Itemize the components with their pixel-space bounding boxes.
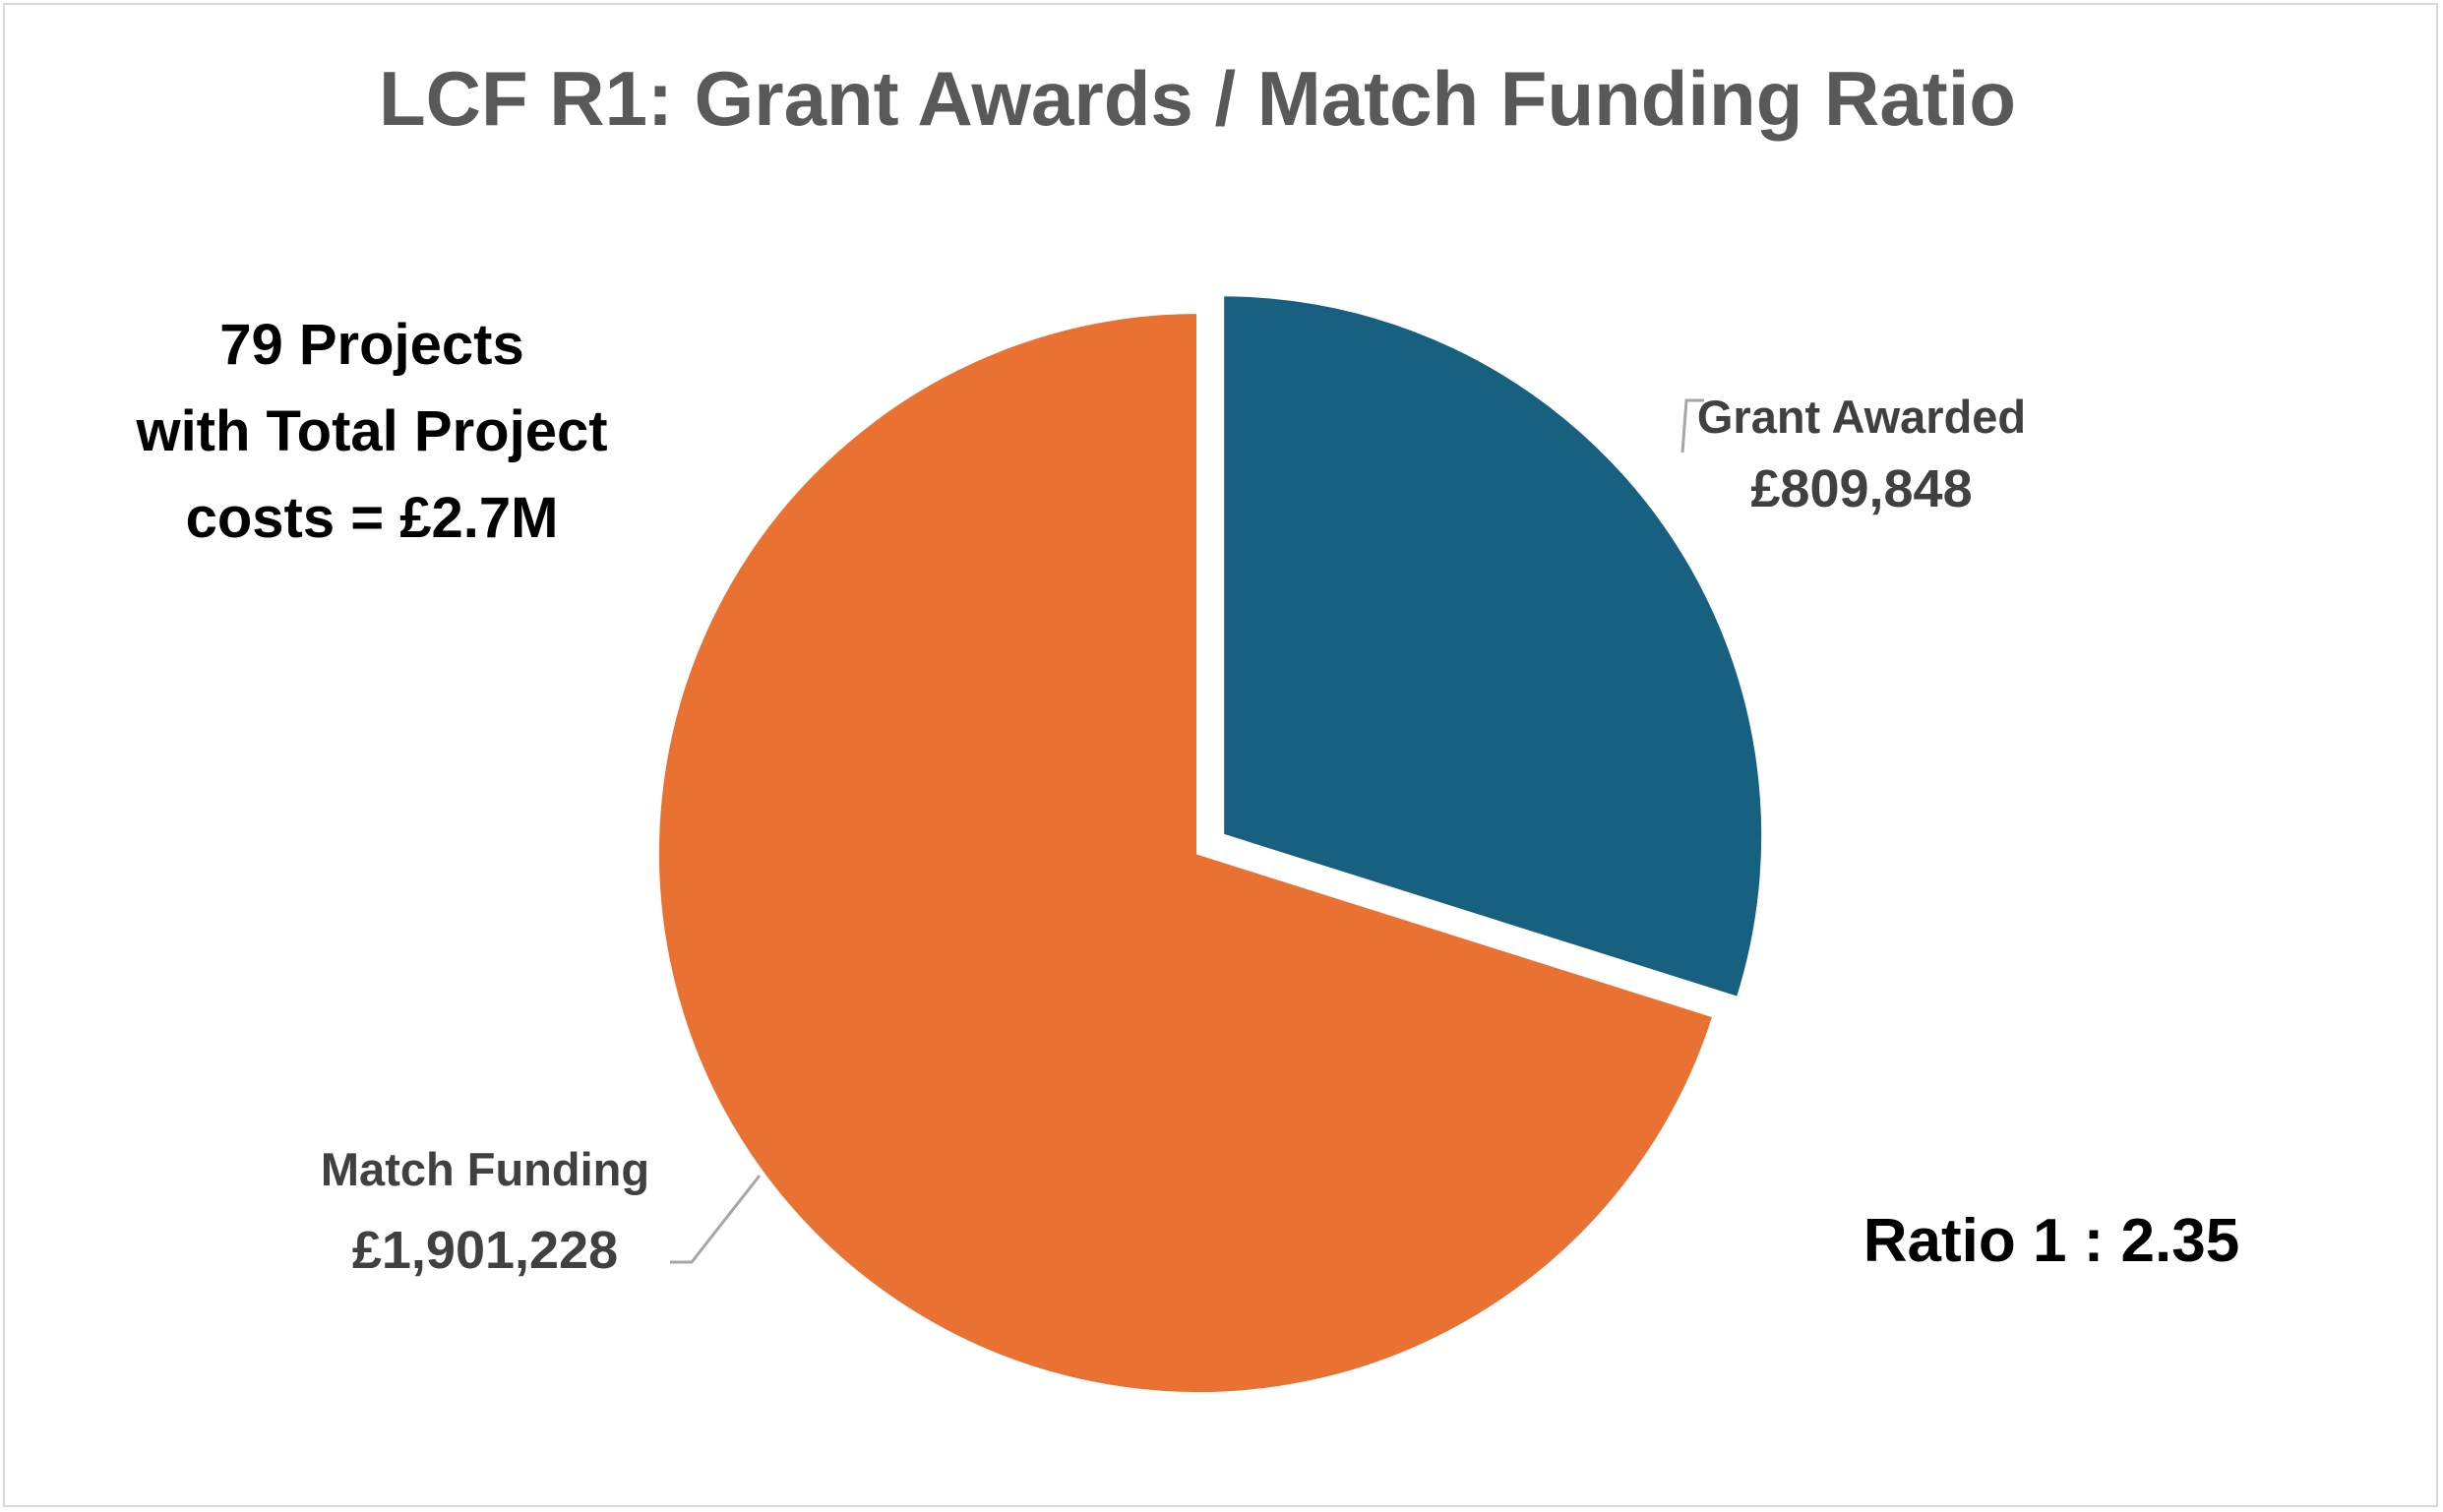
slice-label-match-funding: Match Funding <box>321 1143 649 1195</box>
projects-note-line-2: with Total Project <box>135 399 607 463</box>
slice-label-grant-awarded: Grant Awarded <box>1697 391 2026 443</box>
slice-value-grant-awarded: £809,848 <box>1750 459 1972 518</box>
pie-slices <box>655 292 1766 1396</box>
ratio-annotation: Ratio 1 : 2.35 <box>1863 1207 2239 1275</box>
projects-note-line-1: 79 Projects <box>219 313 524 377</box>
leader-line-grant-awarded <box>1680 398 1704 454</box>
slice-value-match-funding: £1,901,228 <box>352 1221 618 1280</box>
chart-frame: LCF R1: Grant Awards / Match Funding Rat… <box>3 3 2438 1507</box>
chart-title: LCF R1: Grant Awards / Match Funding Rat… <box>379 55 2016 142</box>
pie-slice-match-funding <box>655 309 1717 1396</box>
pie-chart: LCF R1: Grant Awards / Match Funding Rat… <box>135 55 2239 1396</box>
pie-slice-grant-awarded <box>1220 292 1766 1001</box>
leader-line-match-funding <box>670 1175 762 1264</box>
projects-note-line-3: costs = £2.7M <box>186 486 559 550</box>
